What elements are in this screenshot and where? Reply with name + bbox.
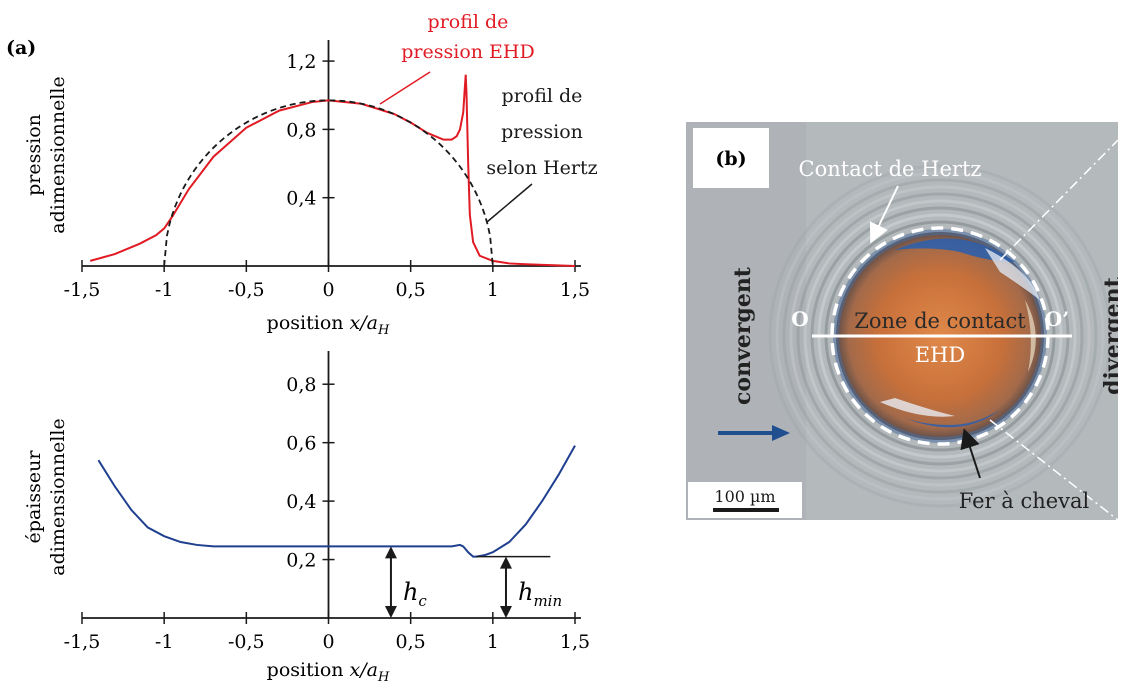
right-edge-highlight — [1025, 300, 1036, 372]
contact-hertz-label: Contact de Hertz — [799, 157, 982, 181]
horseshoe-highlight-top — [985, 248, 1040, 300]
pressure-series — [89, 74, 576, 267]
ehd-legend-line2: pression EHD — [401, 41, 534, 63]
diagonal-upper — [999, 139, 1118, 261]
ehd-leader-line — [379, 71, 431, 105]
divergent-label: divergent — [1100, 276, 1126, 394]
pressure-ytick-label: 0,4 — [286, 188, 316, 210]
fer-a-cheval-label: Fer à cheval — [959, 489, 1090, 513]
hc-arrow-head-top — [384, 546, 397, 559]
zone-label-line2: EHD — [915, 343, 965, 367]
pressure-xtick-label: 0,5 — [396, 279, 426, 301]
thickness-xtick-label: 1,5 — [560, 631, 590, 653]
diagonal-lower — [989, 419, 1118, 520]
panel-b-label-box — [693, 128, 769, 188]
hmin-arrow-head-top — [499, 556, 512, 569]
contact-hertz-arrow — [869, 185, 899, 244]
thickness-ylabel-line2: adimensionnelle — [47, 418, 69, 575]
thickness-xtick-label: 0,5 — [396, 631, 426, 653]
thickness-ytick-label: 0,2 — [286, 550, 316, 572]
hertz-legend-line2: pression — [501, 121, 583, 143]
thickness-annotations: hc hmin — [384, 546, 562, 618]
thickness-ytick-label: 0,8 — [286, 374, 316, 396]
hertz-legend-line1: profil de — [502, 85, 583, 107]
hmin-arrow-head-bottom — [499, 606, 512, 618]
hc-arrow-head-bottom — [384, 606, 397, 618]
pressure-xtick-label: -1 — [155, 279, 174, 301]
hc-label: hc — [403, 578, 427, 610]
label-o: O — [791, 307, 808, 331]
pressure-xtick-label: 1 — [487, 279, 499, 301]
panel-a-label: (a) — [6, 37, 36, 59]
interference-ring — [803, 199, 1077, 473]
pressure-xtick-label: 0 — [322, 279, 334, 301]
contact-photo: (b) Contact de Hertz Zone de contact EHD… — [686, 122, 1126, 520]
thickness-xtick-label: 1 — [487, 631, 499, 653]
pressure-xtick-label: -1,5 — [64, 279, 101, 301]
pressure-axes: -1,5 -1 -0,5 0 0,5 1 1,5 0,4 0,8 1,2 — [64, 40, 590, 301]
horseshoe-arrow — [960, 428, 981, 479]
thickness-xtick-label: -1,5 — [64, 631, 101, 653]
panel-b-label: (b) — [715, 148, 746, 170]
hertz-legend-line3: selon Hertz — [486, 157, 597, 179]
pressure-ylabel-line1: pression — [23, 114, 45, 196]
convergent-label: convergent — [730, 266, 756, 405]
interference-ring — [782, 178, 1098, 494]
interference-ring — [768, 164, 1112, 508]
thickness-ytick-label: 0,6 — [286, 433, 316, 455]
horseshoe-highlight-bottom — [880, 398, 955, 417]
thickness-ylabel-line1: épaisseur — [23, 450, 45, 544]
thickness-xtick-label: 0 — [322, 631, 334, 653]
interference-ring — [775, 171, 1105, 501]
horseshoe-top — [895, 238, 1015, 262]
label-o-prime: O’ — [1045, 307, 1069, 331]
thickness-xlabel: position x/aH — [267, 659, 390, 685]
pressure-xtick-label: -0,5 — [228, 279, 265, 301]
ehd-pressure-line — [89, 74, 576, 267]
photo-shade — [686, 122, 806, 520]
thickness-axes: -1,5 -1 -0,5 0 0,5 1 1,5 0,2 0,4 0,6 0,8 — [64, 351, 590, 653]
flow-arrow-icon — [772, 425, 790, 441]
hmin-label: hmin — [518, 578, 562, 610]
interference-ring — [789, 185, 1091, 487]
pressure-chart: -1,5 -1 -0,5 0 0,5 1 1,5 0,4 0,8 1,2 pression adi… — [23, 11, 598, 338]
hertz-leader-line — [486, 183, 533, 223]
thickness-chart: -1,5 -1 -0,5 0 0,5 1 1,5 0,2 0,4 0,6 0,8 épaisseur… — [23, 351, 590, 685]
film-thickness-line — [97, 445, 576, 558]
pressure-xlabel: position x/aH — [267, 312, 390, 338]
thickness-series — [97, 445, 576, 558]
scale-bar — [713, 508, 779, 512]
thickness-xtick-label: -0,5 — [228, 631, 265, 653]
pressure-xtick-label: 1,5 — [560, 279, 590, 301]
pressure-ytick-label: 1,2 — [286, 51, 316, 73]
interference-ring — [796, 192, 1084, 480]
thickness-ytick-label: 0,4 — [286, 491, 316, 513]
thickness-xtick-label: -1 — [155, 631, 174, 653]
pressure-ylabel-line2: adimensionnelle — [47, 76, 69, 233]
scale-bar-label: 100 µm — [714, 487, 775, 506]
ehd-legend-line1: profil de — [428, 11, 509, 33]
pressure-ytick-label: 0,8 — [286, 119, 316, 141]
zone-label-line1: Zone de contact — [854, 309, 1026, 333]
